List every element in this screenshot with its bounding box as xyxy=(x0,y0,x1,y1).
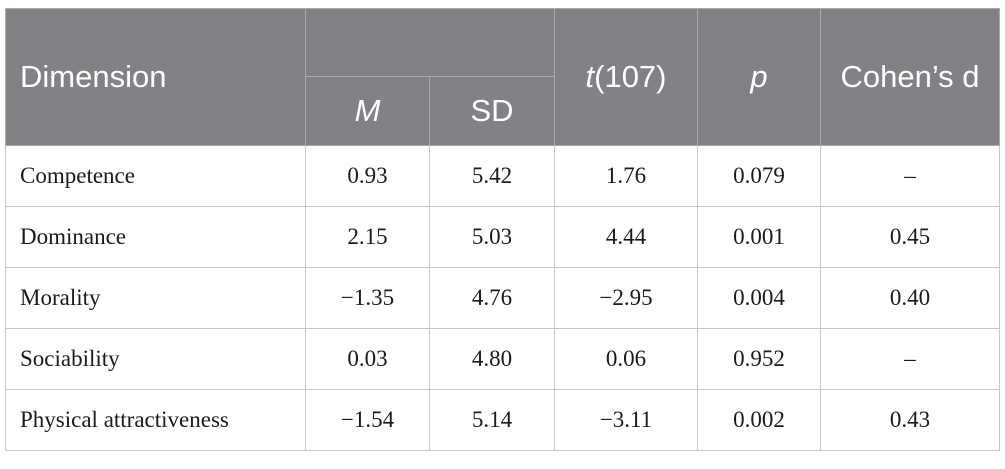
table-header: Dimension t(107) p Cohen’s d M SD xyxy=(5,8,1000,146)
cell-sd: 5.03 xyxy=(429,206,555,268)
header-t: t(107) xyxy=(554,8,698,146)
cell-t: −2.95 xyxy=(554,267,698,329)
cell-cohens-d: – xyxy=(820,145,1000,207)
cell-p: 0.952 xyxy=(697,328,821,390)
cell-dimension: Morality xyxy=(5,267,306,329)
cell-t: 1.76 xyxy=(554,145,698,207)
cell-sd: 4.80 xyxy=(429,328,555,390)
cell-dimension: Dominance xyxy=(5,206,306,268)
table-body: Competence 0.93 5.42 1.76 0.079 – Domina… xyxy=(5,145,1000,451)
header-p: p xyxy=(697,8,821,146)
cell-t: −3.11 xyxy=(554,389,698,451)
cell-p: 0.004 xyxy=(697,267,821,329)
cell-m: −1.54 xyxy=(305,389,430,451)
cell-m: 2.15 xyxy=(305,206,430,268)
cell-p: 0.001 xyxy=(697,206,821,268)
table-row: Morality −1.35 4.76 −2.95 0.004 0.40 xyxy=(5,267,1000,329)
header-dimension: Dimension xyxy=(5,8,306,146)
table-row: Physical attractiveness −1.54 5.14 −3.11… xyxy=(5,389,1000,451)
cell-cohens-d: 0.43 xyxy=(820,389,1000,451)
cell-m: 0.93 xyxy=(305,145,430,207)
cell-dimension: Sociability xyxy=(5,328,306,390)
cell-dimension: Physical attractiveness xyxy=(5,389,306,451)
cell-p: 0.079 xyxy=(697,145,821,207)
table-row: Sociability 0.03 4.80 0.06 0.952 – xyxy=(5,328,1000,390)
cell-t: 0.06 xyxy=(554,328,698,390)
cell-sd: 4.76 xyxy=(429,267,555,329)
cell-m: 0.03 xyxy=(305,328,430,390)
header-descriptives-group xyxy=(305,8,555,77)
header-t-symbol: t xyxy=(585,59,595,94)
header-sd: SD xyxy=(429,76,555,146)
table-row: Dominance 2.15 5.03 4.44 0.001 0.45 xyxy=(5,206,1000,268)
header-t-df: (107) xyxy=(594,59,667,94)
cell-sd: 5.42 xyxy=(429,145,555,207)
cell-cohens-d: 0.40 xyxy=(820,267,1000,329)
header-cohens-d: Cohen’s d xyxy=(820,8,1000,146)
header-m: M xyxy=(305,76,430,146)
cell-cohens-d: 0.45 xyxy=(820,206,1000,268)
cell-m: −1.35 xyxy=(305,267,430,329)
table-row: Competence 0.93 5.42 1.76 0.079 – xyxy=(5,145,1000,207)
cell-p: 0.002 xyxy=(697,389,821,451)
cell-cohens-d: – xyxy=(820,328,1000,390)
cell-dimension: Competence xyxy=(5,145,306,207)
cell-sd: 5.14 xyxy=(429,389,555,451)
results-table: Dimension t(107) p Cohen’s d M SD Compet… xyxy=(5,8,1000,451)
cell-t: 4.44 xyxy=(554,206,698,268)
